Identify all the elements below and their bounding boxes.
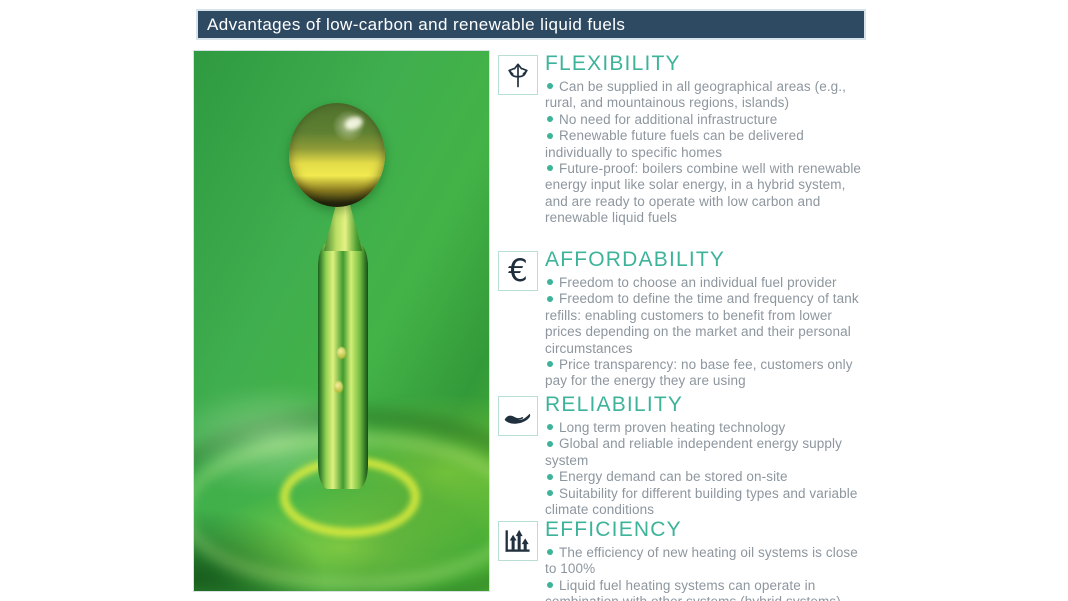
bullet-dot <box>547 440 553 447</box>
bullet-dot <box>547 295 553 302</box>
section-affordability: € AFFORDABILITY Freedom to choose an ind… <box>498 248 872 390</box>
bullet-item: Long term proven heating technology <box>545 420 872 436</box>
supporting-hand-icon <box>498 396 538 436</box>
bullet-item: Freedom to define the time and frequency… <box>545 291 859 356</box>
oil-droplet-photo <box>193 50 490 592</box>
section-efficiency: EFFICIENCY The efficiency of new heating… <box>498 518 872 601</box>
bullet-dot <box>547 424 553 431</box>
bullet-dot <box>547 490 553 497</box>
column-droplet <box>337 347 346 359</box>
section-title-affordability: AFFORDABILITY <box>545 248 726 271</box>
bullet-dot <box>547 361 553 368</box>
bullet-dot <box>547 582 553 589</box>
bullet-item: Can be supplied in all geographical area… <box>545 79 846 111</box>
bullet-dot <box>547 549 553 556</box>
liquid-column <box>318 243 368 489</box>
bullet-item: No need for additional infrastructure <box>545 112 872 128</box>
bullet-item: Freedom to choose an individual fuel pro… <box>545 275 872 291</box>
section-title-flexibility: FLEXIBILITY <box>545 52 681 75</box>
bullet-item: Global and reliable independent energy s… <box>545 436 842 468</box>
section-title-reliability: RELIABILITY <box>545 393 684 416</box>
bullet-item: Liquid fuel heating systems can operate … <box>545 578 872 601</box>
title-bar: Advantages of low-carbon and renewable l… <box>196 9 866 40</box>
bullet-item: Price transparency: no base fee, custome… <box>545 357 853 389</box>
bullet-dot <box>547 132 553 139</box>
bullet-dot <box>547 279 553 286</box>
bullet-item: Future-proof: boilers combine well with … <box>545 161 862 226</box>
euro-glyph: € <box>508 252 528 289</box>
page-title: Advantages of low-carbon and renewable l… <box>207 14 626 34</box>
bullet-dot <box>547 165 553 172</box>
rising-bars-icon <box>498 521 538 561</box>
branching-arrows-icon <box>498 55 538 95</box>
euro-icon: € <box>498 251 538 291</box>
column-droplet <box>334 381 343 393</box>
bullet-dot <box>547 116 553 123</box>
section-flexibility: FLEXIBILITY Can be supplied in all geogr… <box>498 52 872 227</box>
bullet-dot <box>547 83 553 90</box>
bullet-item: Renewable future fuels can be delivered … <box>545 128 804 160</box>
droplet-neck <box>323 199 363 251</box>
bullet-item: Suitability for different building types… <box>545 485 858 518</box>
section-title-efficiency: EFFICIENCY <box>545 518 682 541</box>
bullet-dot <box>547 473 553 480</box>
oil-droplet-sphere <box>289 103 385 207</box>
bullet-item: Energy demand can be stored on-site <box>545 469 872 485</box>
bullet-item: The efficiency of new heating oil system… <box>545 545 858 577</box>
section-reliability: RELIABILITY Long term proven heating tec… <box>498 393 872 518</box>
